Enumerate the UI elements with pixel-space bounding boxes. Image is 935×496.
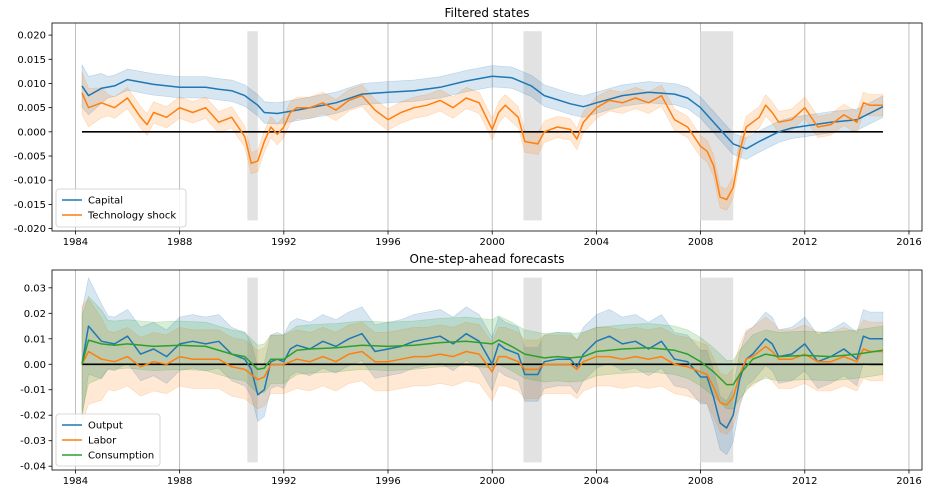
legend: Output Labor Consumption: [55, 413, 161, 467]
y-tick-label: -0.02: [20, 411, 46, 422]
chart-title: One-step-ahead forecasts: [410, 252, 565, 266]
y-tick-label: -0.04: [20, 462, 46, 473]
chart-title: Filtered states: [445, 6, 530, 20]
recession-band: [247, 31, 258, 221]
series-line: [81, 325, 883, 429]
axes-frame: [51, 269, 923, 471]
x-tick-label: 2000: [479, 237, 504, 248]
x-tick-label: 2012: [792, 237, 817, 248]
y-tick-label: -0.005: [14, 152, 46, 163]
legend-label: Capital: [88, 196, 123, 207]
x-tick-label: 1988: [167, 476, 192, 487]
x-tick-label: 2004: [584, 237, 609, 248]
y-tick-label: -0.015: [14, 200, 46, 211]
x-tick-label: 1996: [375, 476, 400, 487]
y-tick-label: 0.01: [24, 334, 46, 345]
y-tick-label: 0.015: [17, 55, 46, 66]
y-tick-label: 0.02: [24, 309, 46, 320]
x-tick-label: 1984: [63, 237, 88, 248]
x-tick-label: 1992: [271, 237, 296, 248]
y-tick-label: 0.03: [24, 283, 46, 294]
legend-label: Labor: [88, 436, 117, 447]
legend-box: [55, 413, 161, 467]
confidence-band: [81, 295, 884, 413]
series-line: [81, 339, 884, 386]
series-line: [81, 345, 883, 406]
y-tick-label: -0.010: [14, 176, 46, 187]
confidence-band: [81, 64, 884, 160]
legend-label: Consumption: [88, 451, 154, 462]
x-tick-label: 2008: [688, 237, 713, 248]
y-tick-label: -0.01: [20, 385, 46, 396]
x-tick-label: 1992: [271, 476, 296, 487]
recession-band: [523, 31, 542, 221]
plot-area: [81, 64, 884, 211]
legend-box: [55, 188, 187, 228]
y-tick-label: 0.000: [17, 127, 46, 138]
y-tick-label: 0.00: [24, 360, 46, 371]
x-tick-label: 2016: [896, 476, 921, 487]
x-tick-label: 2012: [792, 476, 817, 487]
legend-label: Output: [88, 421, 123, 432]
y-tick-label: 0.005: [17, 103, 46, 114]
x-tick-label: 1984: [63, 476, 88, 487]
confidence-band: [81, 298, 884, 435]
plot-area: [81, 276, 884, 456]
x-tick-label: 1988: [167, 237, 192, 248]
confidence-band: [81, 276, 884, 456]
x-tick-label: 2004: [584, 476, 609, 487]
y-tick-label: -0.03: [20, 436, 46, 447]
recession-band: [247, 277, 258, 463]
x-tick-label: 1996: [375, 237, 400, 248]
y-tick-label: 0.010: [17, 79, 46, 90]
x-tick-label: 2008: [688, 476, 713, 487]
legend-label: Technology shock: [87, 211, 176, 222]
recession-band: [700, 277, 734, 463]
x-tick-label: 2000: [479, 476, 504, 487]
x-tick-label: 2016: [896, 237, 921, 248]
legend: Capital Technology shock: [55, 188, 187, 228]
filtered-states-chart: Filtered states 1984 1988 1992 1996 2000 2004 2…: [14, 6, 923, 248]
one-step-ahead-forecasts-chart: One-step-ahead forecasts 1984 1988 1992 1996…: [20, 252, 923, 487]
y-tick-label: -0.020: [14, 224, 46, 235]
axes-frame: [51, 22, 923, 232]
confidence-band: [81, 71, 884, 211]
y-tick-label: 0.020: [17, 31, 46, 42]
series-line: [81, 92, 883, 201]
series-line: [81, 75, 884, 150]
